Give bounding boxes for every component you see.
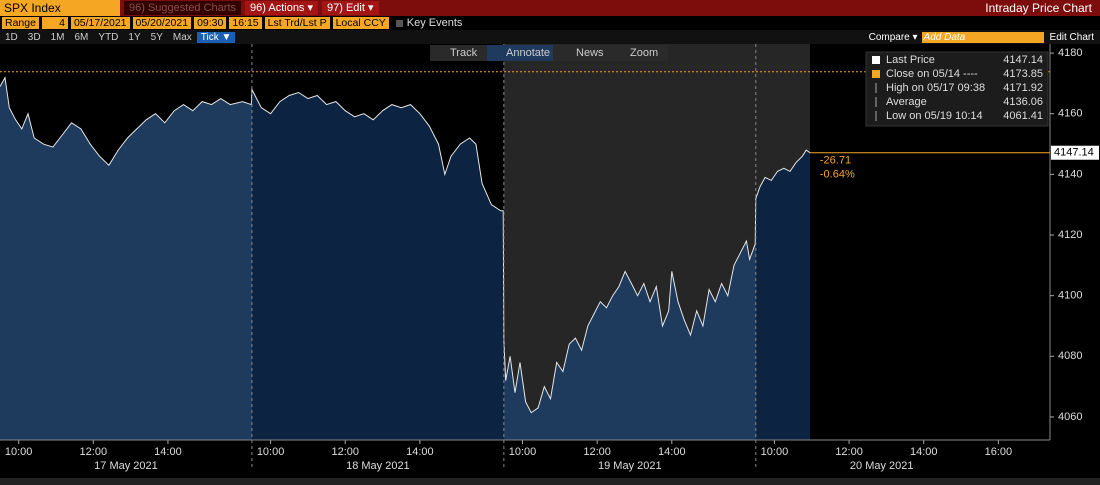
change-pct-label: -0.64% (820, 169, 855, 181)
legend-label: Low on 05/19 10:14 (886, 110, 983, 122)
range-bar: Range 4 05/17/2021 05/20/2021 09:30 16:1… (0, 16, 1100, 30)
x-tick-label: 10:00 (5, 446, 33, 458)
status-strip (0, 478, 1100, 485)
period-button[interactable]: YTD (98, 31, 119, 43)
y-tick-label: 4120 (1058, 229, 1082, 241)
frequency-button[interactable]: Tick ▼ (196, 31, 236, 43)
y-tick-label: 4140 (1058, 168, 1082, 180)
x-tick-label: 14:00 (910, 446, 938, 458)
last-price-tag-label: 4147.14 (1054, 147, 1094, 159)
legend-box (865, 51, 1049, 127)
y-tick-label: 4160 (1058, 108, 1082, 120)
compare-menu[interactable]: Compare ▾ (868, 31, 918, 43)
chart-toolbar: Track Annotate News Zoom (430, 45, 668, 61)
x-tick-label: 14:00 (154, 446, 182, 458)
start-time[interactable]: 09:30 (194, 17, 227, 29)
legend-label: High on 05/17 09:38 (886, 82, 985, 94)
x-tick-label: 12:00 (80, 446, 108, 458)
period-button[interactable]: 1M (50, 31, 65, 43)
date-label: 17 May 2021 (94, 460, 158, 472)
tool-highlight (487, 45, 553, 61)
period-button[interactable]: 1Y (128, 31, 141, 43)
period-button[interactable]: 6M (74, 31, 89, 43)
period-buttons: 1D 3D 1M 6M YTD 1Y 5Y Max (0, 32, 197, 43)
title-bar: SPX Index 96) Suggested Charts 96) Actio… (0, 0, 1100, 16)
y-tick-label: 4080 (1058, 350, 1082, 362)
x-tick-label: 10:00 (761, 446, 789, 458)
period-button[interactable]: 1D (5, 31, 18, 43)
legend-value: 4136.06 (1003, 96, 1043, 108)
period-button[interactable]: 5Y (150, 31, 163, 43)
y-tick-label: 4180 (1058, 47, 1082, 59)
end-date[interactable]: 05/20/2021 (132, 17, 192, 29)
end-time[interactable]: 16:15 (229, 17, 262, 29)
x-tick-label: 16:00 (985, 446, 1013, 458)
legend-value: 4061.41 (1003, 110, 1043, 122)
legend-value: 4147.14 (1003, 54, 1043, 66)
legend-value: 4173.85 (1003, 68, 1043, 80)
change-label: -26.71 (820, 155, 851, 167)
currency-field[interactable]: Local CCY (332, 17, 389, 29)
key-events-checkbox[interactable] (395, 19, 403, 27)
x-tick-label: 14:00 (658, 446, 686, 458)
page-title: Intraday Price Chart (985, 1, 1092, 15)
x-tick-label: 12:00 (835, 446, 863, 458)
range-label: Range (2, 17, 39, 29)
x-tick-label: 14:00 (406, 446, 434, 458)
legend-value: 4171.92 (1003, 82, 1043, 94)
edit-chart[interactable]: Edit Chart (1049, 31, 1094, 43)
date-label: 18 May 2021 (346, 460, 410, 472)
y-tick-label: 4060 (1058, 411, 1082, 423)
ticker-field[interactable]: SPX Index (0, 0, 120, 16)
date-label: 20 May 2021 (850, 460, 914, 472)
periods-field[interactable]: 4 (41, 17, 68, 29)
last-price-tag (1051, 145, 1099, 160)
edit-menu[interactable]: 97) Edit ▾ (322, 1, 379, 15)
legend-swatch (872, 56, 880, 64)
key-events[interactable]: Key Events (406, 17, 463, 29)
chart: 17 May 2021 18 May 2021 19 May 2021 20 May … (0, 44, 1100, 485)
start-date[interactable]: 05/17/2021 (70, 17, 130, 29)
chart-tool[interactable]: Annotate (506, 47, 550, 59)
add-data-input[interactable]: Add Data (921, 31, 1044, 43)
price-line (0, 76, 811, 414)
period-button[interactable]: Max (172, 31, 192, 43)
price-area (0, 77, 810, 440)
x-tick-label: 10:00 (257, 446, 285, 458)
x-tick-label: 10:00 (509, 446, 537, 458)
price-field[interactable]: Lst Trd/Lst P (264, 17, 330, 29)
legend-swatch (872, 70, 880, 78)
chart-tool[interactable]: Zoom (630, 47, 658, 59)
period-bar: 1D 3D 1M 6M YTD 1Y 5Y Max Tick ▼ Compare ▾ Add … (0, 30, 1100, 44)
suggested-charts[interactable]: 96) Suggested Charts (124, 1, 242, 15)
x-tick-label: 12:00 (331, 446, 359, 458)
chart-tool[interactable]: News (576, 47, 604, 59)
chart-tool[interactable]: Track (450, 47, 478, 59)
legend-label: Close on 05/14 ---- (886, 68, 978, 80)
date-label: 19 May 2021 (598, 460, 662, 472)
actions-menu[interactable]: 96) Actions ▾ (245, 1, 319, 15)
legend-label: Average (886, 96, 927, 108)
x-tick-label: 12:00 (583, 446, 611, 458)
period-button[interactable]: 3D (27, 31, 41, 43)
legend-label: Last Price (886, 54, 935, 66)
y-tick-label: 4100 (1058, 290, 1082, 302)
